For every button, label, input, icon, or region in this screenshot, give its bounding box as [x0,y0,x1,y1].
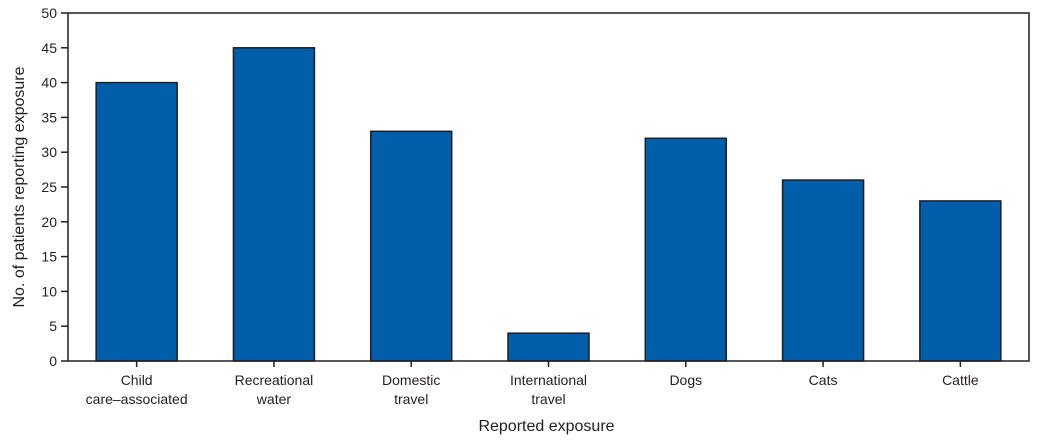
x-category-label: Recreational water [235,372,314,407]
y-tick-label: 35 [41,109,57,125]
y-tick-label: 40 [41,75,57,91]
y-axis-title: No. of patients reporting exposure [11,66,28,307]
x-category-label: Domestic travel [382,372,440,407]
bar [507,332,590,362]
x-category-label: Dogs [669,372,702,388]
x-category-label: Child care–associated [86,372,188,407]
bar [781,179,865,362]
x-axis-labels: Child care–associated Recreational water Dom… [86,361,979,407]
bar [644,137,728,362]
x-axis-title: Reported exposure [478,418,614,435]
x-category-label-line: International [510,372,587,388]
bar [369,130,453,362]
y-tick-label: 10 [41,283,57,299]
bar [95,81,178,362]
y-tick-label: 45 [41,40,57,56]
x-category-label-line: travel [531,391,565,407]
y-tick-label: 25 [41,179,57,195]
y-tick-label: 30 [41,144,57,160]
y-tick-label: 15 [41,249,57,265]
x-category-label: International travel [510,372,587,407]
x-category-label: Cats [809,372,838,388]
x-category-label: Cattle [942,372,979,388]
bars-group [95,47,1002,362]
y-tick-label: 50 [41,5,57,21]
x-category-label-line: Cattle [942,372,979,388]
bar [232,47,316,362]
y-axis-ticks: 0 5 10 15 20 25 30 35 40 45 50 [41,5,68,369]
x-category-label-line: Dogs [669,372,702,388]
y-tick-label: 0 [49,353,57,369]
x-category-label-line: travel [394,391,428,407]
x-category-label-line: care–associated [86,391,188,407]
bar [919,200,1002,362]
x-category-label-line: Child [121,372,153,388]
x-category-label-line: water [256,391,292,407]
plot-frame [67,12,1030,362]
x-category-label-line: Domestic [382,372,440,388]
y-tick-label: 5 [49,318,57,334]
x-category-label-line: Recreational [235,372,314,388]
y-tick-label: 20 [41,214,57,230]
x-category-label-line: Cats [809,372,838,388]
